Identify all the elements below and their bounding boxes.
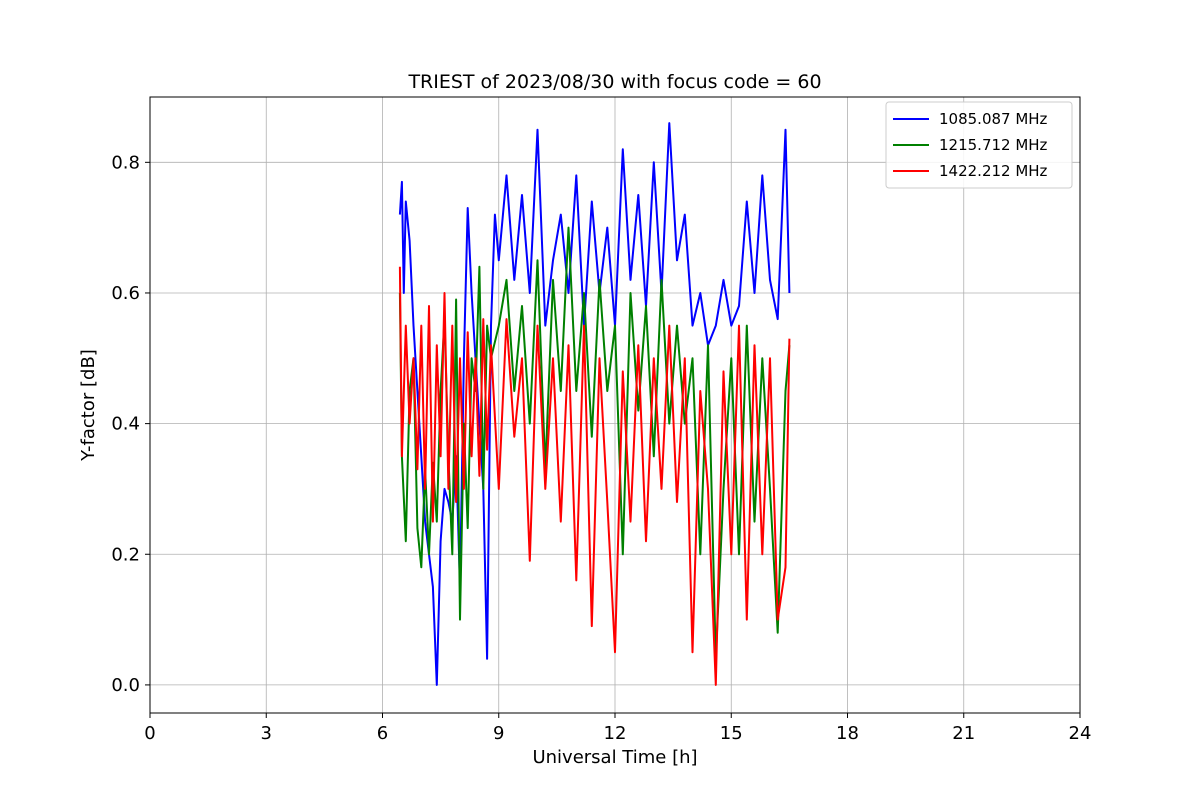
series-line-2 — [398, 266, 791, 686]
x-tick-label: 3 — [261, 723, 272, 744]
series-line-1 — [398, 226, 791, 660]
y-tick-label: 0.0 — [111, 675, 140, 696]
x-tick-label: 9 — [493, 723, 504, 744]
legend-box — [885, 101, 1073, 189]
x-axis-title: Universal Time [h] — [532, 747, 697, 768]
legend: 1085.087 MHz 1215.712 MHz 1422.212 MHz — [885, 101, 1073, 189]
x-tick-label: 15 — [720, 723, 743, 744]
legend-label-1: 1215.712 MHz — [939, 136, 1048, 154]
x-tick-label: 21 — [952, 723, 975, 744]
chart-title: TRIEST of 2023/08/30 with focus code = 6… — [407, 71, 821, 93]
legend-label-2: 1422.212 MHz — [939, 162, 1048, 180]
series-lines — [398, 122, 791, 686]
x-tick-label: 12 — [604, 723, 627, 744]
series-line-0 — [398, 122, 791, 686]
y-tick-label: 0.4 — [111, 414, 140, 435]
x-tick-label: 18 — [836, 723, 859, 744]
y-axis-title: Y-factor [dB] — [78, 349, 99, 462]
legend-label-0: 1085.087 MHz — [939, 110, 1048, 128]
y-tick-label: 0.8 — [111, 152, 140, 173]
x-tick-label: 6 — [377, 723, 388, 744]
axis-ticks: 0 3 6 9 12 15 18 21 24 0.0 0.2 0.4 0.6 0.8 — [111, 152, 1091, 744]
x-tick-label: 24 — [1069, 723, 1092, 744]
x-tick-label: 0 — [144, 723, 155, 744]
y-tick-label: 0.6 — [111, 283, 140, 304]
y-tick-label: 0.2 — [111, 544, 140, 565]
